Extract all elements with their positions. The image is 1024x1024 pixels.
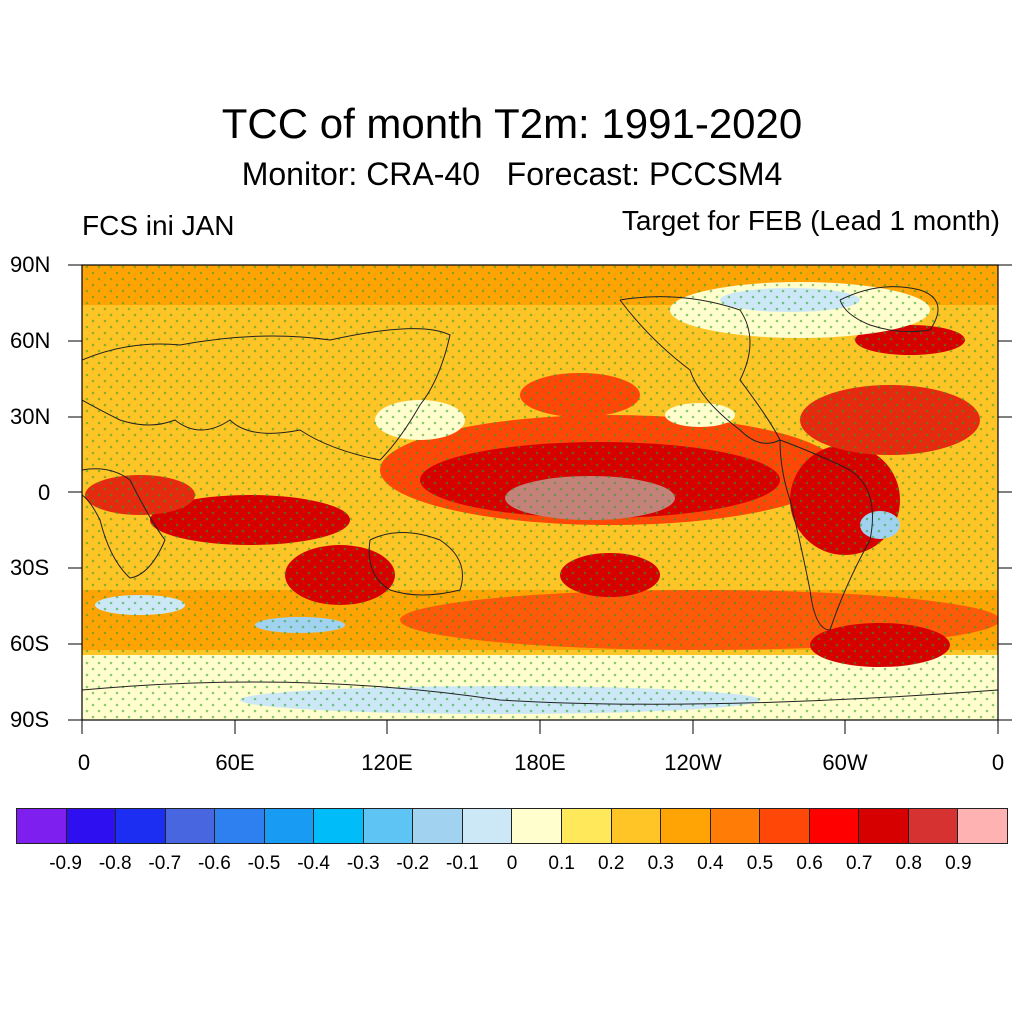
- x-tick-label: 0: [77, 750, 91, 775]
- coastlines: [82, 286, 998, 705]
- x-tick-label: 120E: [361, 750, 413, 775]
- colorbar-label: 0.5: [746, 853, 774, 874]
- y-tick-label: 30S: [10, 555, 50, 580]
- colorbar-swatch: [908, 809, 959, 843]
- colorbar-swatch: [264, 809, 315, 843]
- colorbar-label: -0.8: [98, 853, 132, 874]
- map-field: [82, 265, 998, 720]
- axis-ticks: [68, 264, 1012, 734]
- colorbar-label: 0.9: [945, 853, 972, 874]
- colorbar-swatch: [809, 809, 860, 843]
- colorbar-label: 0: [506, 853, 518, 874]
- y-tick-label: 0: [38, 480, 51, 505]
- colorbar-swatch: [512, 809, 563, 843]
- colorbar-swatch: [462, 809, 513, 843]
- colorbar-swatch: [66, 809, 117, 843]
- colorbar-swatch: [413, 809, 463, 843]
- chart-title: TCC of month T2m: 1991-2020: [221, 100, 803, 147]
- colorbar-label: -0.2: [396, 853, 430, 874]
- colorbar-label: 0.6: [796, 853, 823, 874]
- colorbar-label: 0.4: [697, 853, 724, 874]
- colorbar-swatch: [215, 809, 265, 843]
- colorbar-label: 0.3: [647, 853, 675, 874]
- colorbar: [16, 808, 1008, 844]
- colorbar-swatch: [314, 809, 364, 843]
- colorbar-label: -0.9: [49, 853, 82, 874]
- colorbar-swatch: [116, 809, 166, 843]
- y-tick-label: 60N: [10, 328, 51, 353]
- x-tick-label: 120W: [664, 750, 722, 775]
- colorbar-swatch: [363, 809, 414, 843]
- x-tick-label: 180E: [514, 750, 566, 775]
- y-tick-label: 30N: [10, 404, 51, 429]
- colorbar-label: 0.1: [548, 853, 575, 874]
- colorbar-swatch: [710, 809, 761, 843]
- colorbar-label: -0.4: [297, 853, 330, 874]
- significance-stippling: [82, 265, 998, 720]
- colorbar-swatch: [562, 809, 612, 843]
- target-label: Target for FEB (Lead 1 month): [621, 205, 1000, 236]
- colorbar-swatch: [165, 809, 216, 843]
- colorbar-swatch: [760, 809, 810, 843]
- colorbar-swatch: [859, 809, 909, 843]
- y-tick-label: 60S: [10, 631, 50, 656]
- init-label: FCS ini JAN: [82, 210, 235, 241]
- y-tick-label: 90S: [10, 707, 50, 732]
- colorbar-swatch: [17, 809, 67, 843]
- colorbar-label: 0.8: [895, 853, 923, 874]
- y-tick-label: 90N: [10, 252, 51, 277]
- colorbar-label: -0.1: [446, 853, 479, 874]
- colorbar-label: -0.5: [247, 853, 281, 874]
- x-tick-label: 60W: [822, 750, 868, 775]
- x-tick-label: 0: [991, 750, 1005, 775]
- chart-subtitle: Monitor: CRA-40 Forecast: PCCSM4: [241, 156, 783, 192]
- colorbar-label: -0.3: [346, 853, 380, 874]
- colorbar-label: 0.2: [597, 853, 625, 874]
- colorbar-label: -0.6: [198, 853, 231, 874]
- colorbar-swatch: [958, 809, 1007, 843]
- colorbar-label: -0.7: [148, 853, 182, 874]
- colorbar-swatch: [661, 809, 711, 843]
- colorbar-swatch: [611, 809, 662, 843]
- x-tick-label: 60E: [215, 750, 255, 775]
- colorbar-label: 0.7: [845, 853, 873, 874]
